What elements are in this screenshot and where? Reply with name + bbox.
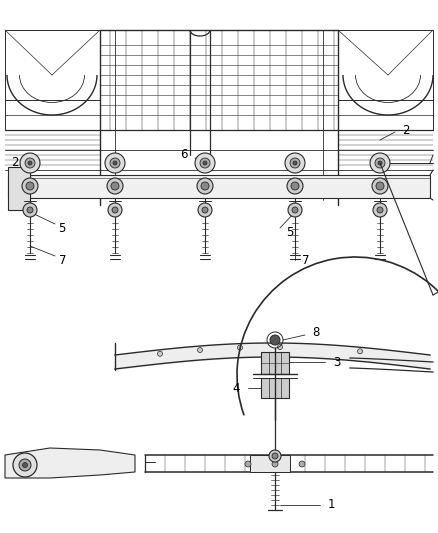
Circle shape <box>23 203 37 217</box>
Circle shape <box>110 158 120 168</box>
Circle shape <box>200 158 210 168</box>
Circle shape <box>299 461 305 467</box>
Circle shape <box>158 351 162 356</box>
Text: 7: 7 <box>302 254 310 266</box>
Circle shape <box>378 161 382 165</box>
Circle shape <box>28 161 32 165</box>
Polygon shape <box>261 352 289 374</box>
Circle shape <box>13 453 37 477</box>
Circle shape <box>377 207 383 213</box>
Circle shape <box>27 207 33 213</box>
Circle shape <box>105 153 125 173</box>
Circle shape <box>20 153 40 173</box>
Text: 6: 6 <box>180 149 188 161</box>
Polygon shape <box>250 455 290 472</box>
Circle shape <box>292 207 298 213</box>
Circle shape <box>26 182 34 190</box>
Circle shape <box>370 153 390 173</box>
Text: 2: 2 <box>11 157 19 169</box>
Circle shape <box>375 158 385 168</box>
Polygon shape <box>8 167 30 210</box>
Circle shape <box>202 207 208 213</box>
Circle shape <box>201 182 209 190</box>
Circle shape <box>285 153 305 173</box>
Circle shape <box>372 178 388 194</box>
Circle shape <box>108 203 122 217</box>
Circle shape <box>22 463 28 467</box>
Text: 5: 5 <box>286 227 294 239</box>
Circle shape <box>245 461 251 467</box>
Circle shape <box>376 182 384 190</box>
Circle shape <box>203 161 207 165</box>
Text: 1: 1 <box>328 498 336 512</box>
Circle shape <box>269 450 281 462</box>
Circle shape <box>237 345 243 350</box>
Circle shape <box>197 178 213 194</box>
Circle shape <box>25 158 35 168</box>
Circle shape <box>287 178 303 194</box>
Text: 7: 7 <box>59 254 67 266</box>
Circle shape <box>291 182 299 190</box>
Text: 3: 3 <box>333 356 340 368</box>
Circle shape <box>357 349 363 354</box>
Circle shape <box>19 459 31 471</box>
Circle shape <box>198 203 212 217</box>
Circle shape <box>22 178 38 194</box>
Polygon shape <box>261 378 289 398</box>
Circle shape <box>288 203 302 217</box>
Circle shape <box>111 182 119 190</box>
Circle shape <box>290 158 300 168</box>
Circle shape <box>198 348 202 352</box>
Text: 4: 4 <box>233 382 240 394</box>
Text: 5: 5 <box>58 222 66 235</box>
Circle shape <box>272 453 278 459</box>
Polygon shape <box>5 448 135 478</box>
Circle shape <box>272 461 278 467</box>
Circle shape <box>270 335 280 345</box>
Text: 2: 2 <box>402 124 410 136</box>
Circle shape <box>113 161 117 165</box>
Circle shape <box>293 161 297 165</box>
Circle shape <box>373 203 387 217</box>
Circle shape <box>278 344 283 350</box>
Text: 8: 8 <box>312 326 319 338</box>
Circle shape <box>195 153 215 173</box>
Circle shape <box>112 207 118 213</box>
Polygon shape <box>8 175 430 198</box>
Circle shape <box>107 178 123 194</box>
